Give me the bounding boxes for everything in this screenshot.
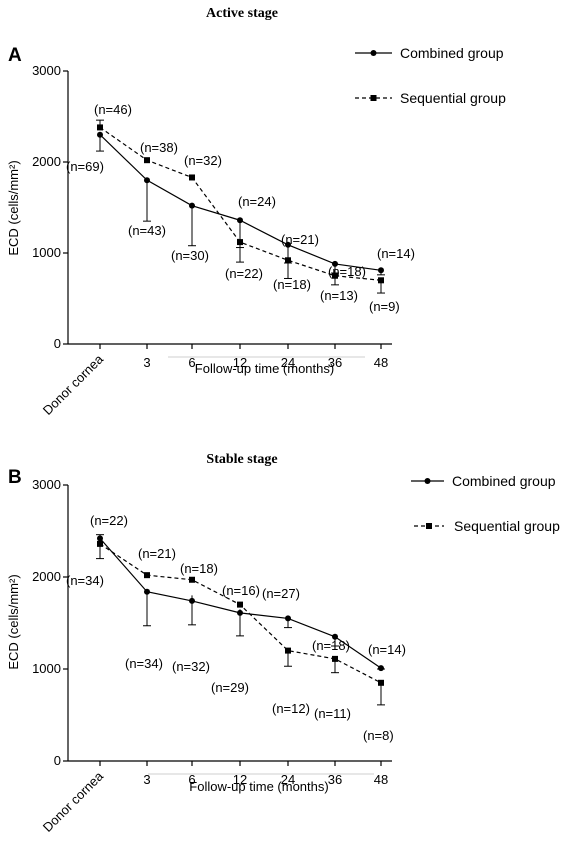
x-tick-label: Donor cornea [40, 768, 107, 835]
series-0-point [144, 588, 150, 595]
n-label: (n=34) [125, 656, 163, 671]
series-1-point [144, 157, 150, 164]
n-label: (n=22) [90, 513, 128, 528]
series-1-point [285, 647, 291, 654]
legend-0-marker [424, 478, 431, 484]
n-label: (n=69) [66, 159, 104, 174]
n-label: (n=16) [222, 583, 260, 598]
n-label: (n=32) [172, 659, 210, 674]
series-1-point [378, 277, 384, 284]
panel-b-label: B [8, 467, 22, 488]
series-0-point [285, 241, 291, 248]
n-label: (n=38) [140, 140, 178, 155]
series-1-point [332, 272, 338, 279]
legend-1-marker [370, 95, 377, 101]
series-0-point [285, 615, 291, 622]
series-1-point [97, 540, 103, 547]
series-1-point [378, 679, 384, 686]
x-tick-label: 48 [374, 355, 388, 370]
series-0-point [144, 177, 150, 184]
x-tick-label: 36 [328, 772, 342, 787]
series-0-point [237, 217, 243, 224]
panel-a-label: A [8, 45, 22, 66]
y-axis-label: ECD (cells/mm²) [6, 574, 21, 669]
n-label: (n=21) [281, 232, 319, 247]
x-tick-label: 48 [374, 772, 388, 787]
n-label: (n=12) [272, 701, 310, 716]
series-1-point [189, 174, 195, 181]
series-1-point [237, 601, 243, 608]
x-tick-label: 3 [143, 355, 150, 370]
series-0-point [97, 535, 103, 542]
x-tick-label: 3 [143, 772, 150, 787]
series-0-point [378, 665, 384, 672]
x-tick-label: 6 [188, 355, 195, 370]
x-tick-label: 24 [281, 355, 295, 370]
x-tick-label: 36 [328, 355, 342, 370]
legend-1-marker [426, 523, 432, 529]
legend-1-label: Sequential group [400, 90, 506, 106]
legend-0-marker [370, 50, 377, 56]
y-tick-label: 2000 [32, 154, 61, 169]
n-label: (n=32) [184, 153, 222, 168]
x-tick-label: 24 [281, 772, 295, 787]
series-1-point [97, 124, 103, 131]
n-label: (n=24) [238, 194, 276, 209]
legend-0-label: Combined group [400, 45, 504, 61]
panel-a-title: Active stage [206, 6, 278, 21]
y-tick-label: 2000 [32, 569, 61, 584]
panel-a: Active stage A 0 1000 2000 3000 Donor cornea… [6, 6, 506, 418]
n-label: (n=14) [377, 246, 415, 261]
y-tick-label: 0 [54, 336, 61, 351]
series-0-point [332, 260, 338, 267]
series-1-point [144, 572, 150, 579]
n-label: (n=30) [171, 248, 209, 263]
y-tick-label: 3000 [32, 477, 61, 492]
n-label: (n=11) [314, 706, 351, 721]
n-label: (n=29) [211, 680, 249, 695]
x-tick-label: 6 [188, 772, 195, 787]
n-label: (n=18) [312, 638, 350, 653]
n-label: (n=9) [369, 299, 400, 314]
series-0-point [189, 597, 195, 604]
y-tick-label: 0 [54, 753, 61, 768]
x-axis-label: Follow-up time (months) [195, 361, 334, 376]
n-label: (n=21) [138, 546, 176, 561]
series-1-point [332, 655, 338, 662]
n-label: (n=14) [368, 642, 406, 657]
x-tick-label: Donor cornea [40, 351, 107, 418]
x-tick-label: 12 [233, 772, 247, 787]
series-0-point [237, 609, 243, 616]
series-1-point [237, 239, 243, 246]
x-axis-label: Follow-up time (months) [189, 779, 328, 794]
n-label: (n=43) [128, 223, 166, 238]
n-label: (n=34) [66, 573, 104, 588]
series-0-point [97, 131, 103, 138]
n-label: (n=46) [94, 102, 132, 117]
n-label: (n=13) [320, 288, 358, 303]
panel-b: Stable stage B 0 1000 2000 3000 Donor cornea… [6, 452, 560, 835]
series-0-point [378, 267, 384, 274]
y-tick-label: 1000 [32, 661, 61, 676]
y-axis-label: ECD (cells/mm²) [6, 160, 21, 255]
n-label: (n=27) [262, 586, 300, 601]
n-label: (n=8) [363, 728, 394, 743]
y-tick-label: 3000 [32, 63, 61, 78]
series-1-point [285, 257, 291, 264]
n-label: (n=22) [225, 266, 263, 281]
panel-b-title: Stable stage [206, 452, 277, 467]
series-0-point [332, 633, 338, 640]
n-label: (n=18) [273, 277, 311, 292]
legend-0-label: Combined group [452, 473, 556, 489]
series-1-point [189, 576, 195, 583]
series-0-point [189, 202, 195, 209]
legend-1-label: Sequential group [454, 518, 560, 534]
x-tick-label: 12 [233, 355, 247, 370]
y-tick-label: 1000 [32, 245, 61, 260]
n-label: (n=18) [180, 561, 218, 576]
